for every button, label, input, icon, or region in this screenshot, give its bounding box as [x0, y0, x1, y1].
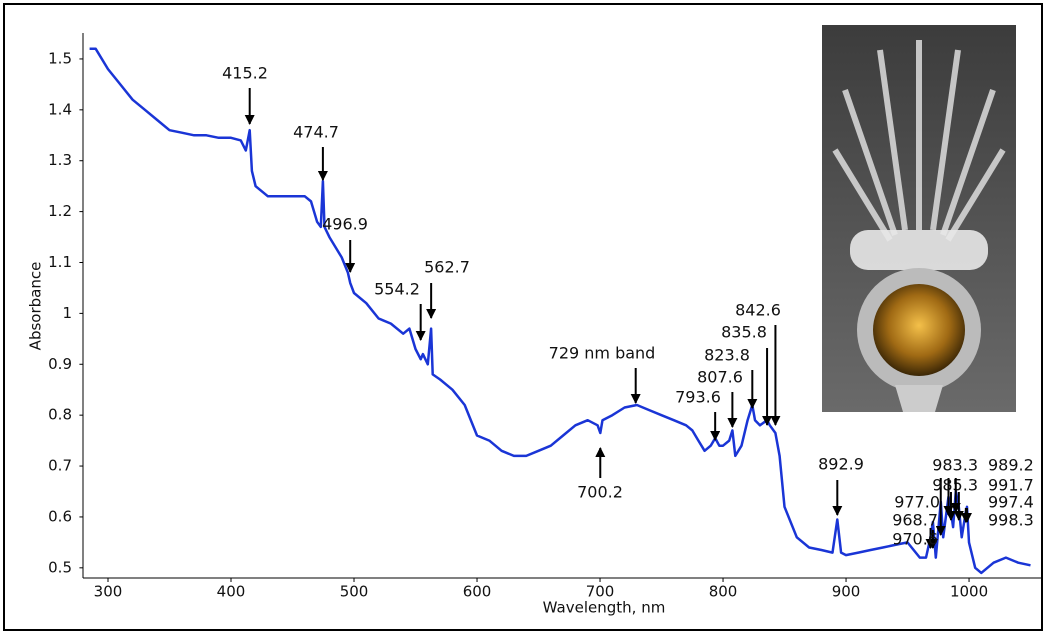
spectrum-line	[89, 47, 1031, 575]
x-tick-label: 700	[586, 583, 615, 601]
x-tick-label: 600	[463, 583, 492, 601]
y-tick-label: 0.8	[48, 406, 72, 424]
annotation-label: 970.6	[892, 530, 938, 549]
x-tick-label: 800	[709, 583, 738, 601]
x-tick-label: 400	[217, 583, 246, 601]
y-tick-label: 0.7	[48, 457, 72, 475]
annotation-label: 835.8	[721, 323, 767, 342]
annotation-label: 968.7	[892, 511, 938, 530]
annotation-label: 991.7	[988, 476, 1034, 495]
annotation-label: 562.7	[424, 258, 470, 277]
x-tick-label: 300	[94, 583, 123, 601]
annotation-label: 892.9	[818, 455, 864, 474]
x-axis-label: Wavelength, nm	[543, 599, 666, 617]
annotation-label: 474.7	[293, 123, 339, 142]
annotation-label: 977.0	[894, 493, 940, 512]
annotation-label: 700.2	[577, 483, 623, 502]
y-tick-label: 0.9	[48, 355, 72, 373]
y-tick-label: 1.5	[48, 49, 72, 67]
annotation-label: 807.6	[697, 368, 743, 387]
annotation-label: 989.2	[988, 456, 1034, 475]
y-tick-label: 0.6	[48, 507, 72, 525]
annotation-label: 983.3	[932, 456, 978, 475]
x-tick-label: 1000	[950, 583, 988, 601]
x-tick-label: 500	[340, 583, 369, 601]
annotation-label: 496.9	[322, 215, 368, 234]
annotation-label: 793.6	[675, 388, 721, 407]
annotation-label: 842.6	[735, 301, 781, 320]
y-tick-label: 1.4	[48, 100, 72, 118]
y-tick-label: 0.5	[48, 558, 72, 576]
x-tick-label: 900	[832, 583, 861, 601]
annotation-label: 823.8	[704, 346, 750, 365]
y-tick-label: 1	[62, 304, 72, 322]
y-tick-label: 1.2	[48, 202, 72, 220]
annotation-label: 997.4	[988, 493, 1034, 512]
annotation-label: 729 nm band	[549, 344, 656, 363]
inset-photo	[822, 25, 1016, 412]
frame	[3, 3, 1043, 631]
annotation-label: 415.2	[222, 64, 268, 83]
y-axis-label: Absorbance	[27, 262, 45, 351]
y-tick-label: 1.1	[48, 253, 72, 271]
annotation-label: 998.3	[988, 511, 1034, 530]
annotation-label: 554.2	[374, 280, 420, 299]
y-tick-label: 1.3	[48, 151, 72, 169]
